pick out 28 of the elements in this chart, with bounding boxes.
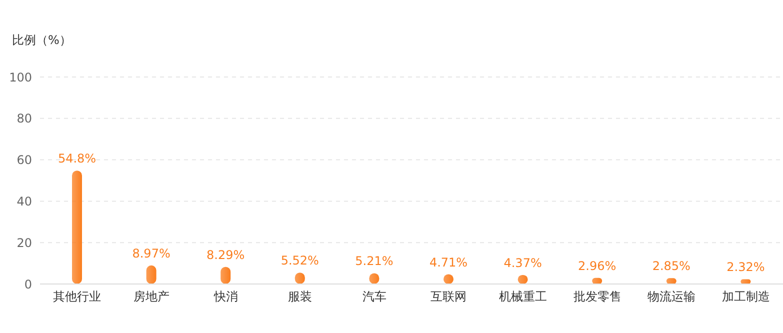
y-tick-label: 20 xyxy=(16,236,32,250)
x-tick-label: 加工制造 xyxy=(722,290,770,304)
x-tick-label: 快消 xyxy=(212,290,238,304)
x-tick-label: 机械重工 xyxy=(498,290,547,304)
data-label: 2.96% xyxy=(578,258,616,273)
x-tick-label: 批发零售 xyxy=(573,290,622,304)
data-label: 4.37% xyxy=(504,256,542,270)
data-label: 2.85% xyxy=(652,259,690,274)
data-label: 8.29% xyxy=(206,248,245,262)
data-label: 5.52% xyxy=(280,254,319,268)
y-tick-label: 40 xyxy=(16,194,32,208)
y-tick-label: 80 xyxy=(16,112,32,126)
x-tick-label: 互联网 xyxy=(430,290,467,304)
x-tick-label: 汽车 xyxy=(362,290,386,304)
y-axis-title: 比例（%） xyxy=(12,32,72,49)
data-label: 5.21% xyxy=(355,254,394,268)
y-tick-label: 60 xyxy=(16,153,32,168)
data-label: 4.71% xyxy=(429,255,468,270)
x-tick-label: 服装 xyxy=(288,290,312,304)
x-tick-label: 其他行业 xyxy=(53,290,102,304)
bar xyxy=(72,170,82,284)
y-tick-label: 0 xyxy=(24,277,32,292)
data-label: 54.8% xyxy=(58,152,96,166)
y-tick-label: 100 xyxy=(9,70,32,84)
x-tick-label: 房地产 xyxy=(133,290,170,304)
data-label: 8.97% xyxy=(132,246,170,260)
x-tick-label: 物流运输 xyxy=(648,290,696,304)
data-label: 2.32% xyxy=(726,260,765,274)
